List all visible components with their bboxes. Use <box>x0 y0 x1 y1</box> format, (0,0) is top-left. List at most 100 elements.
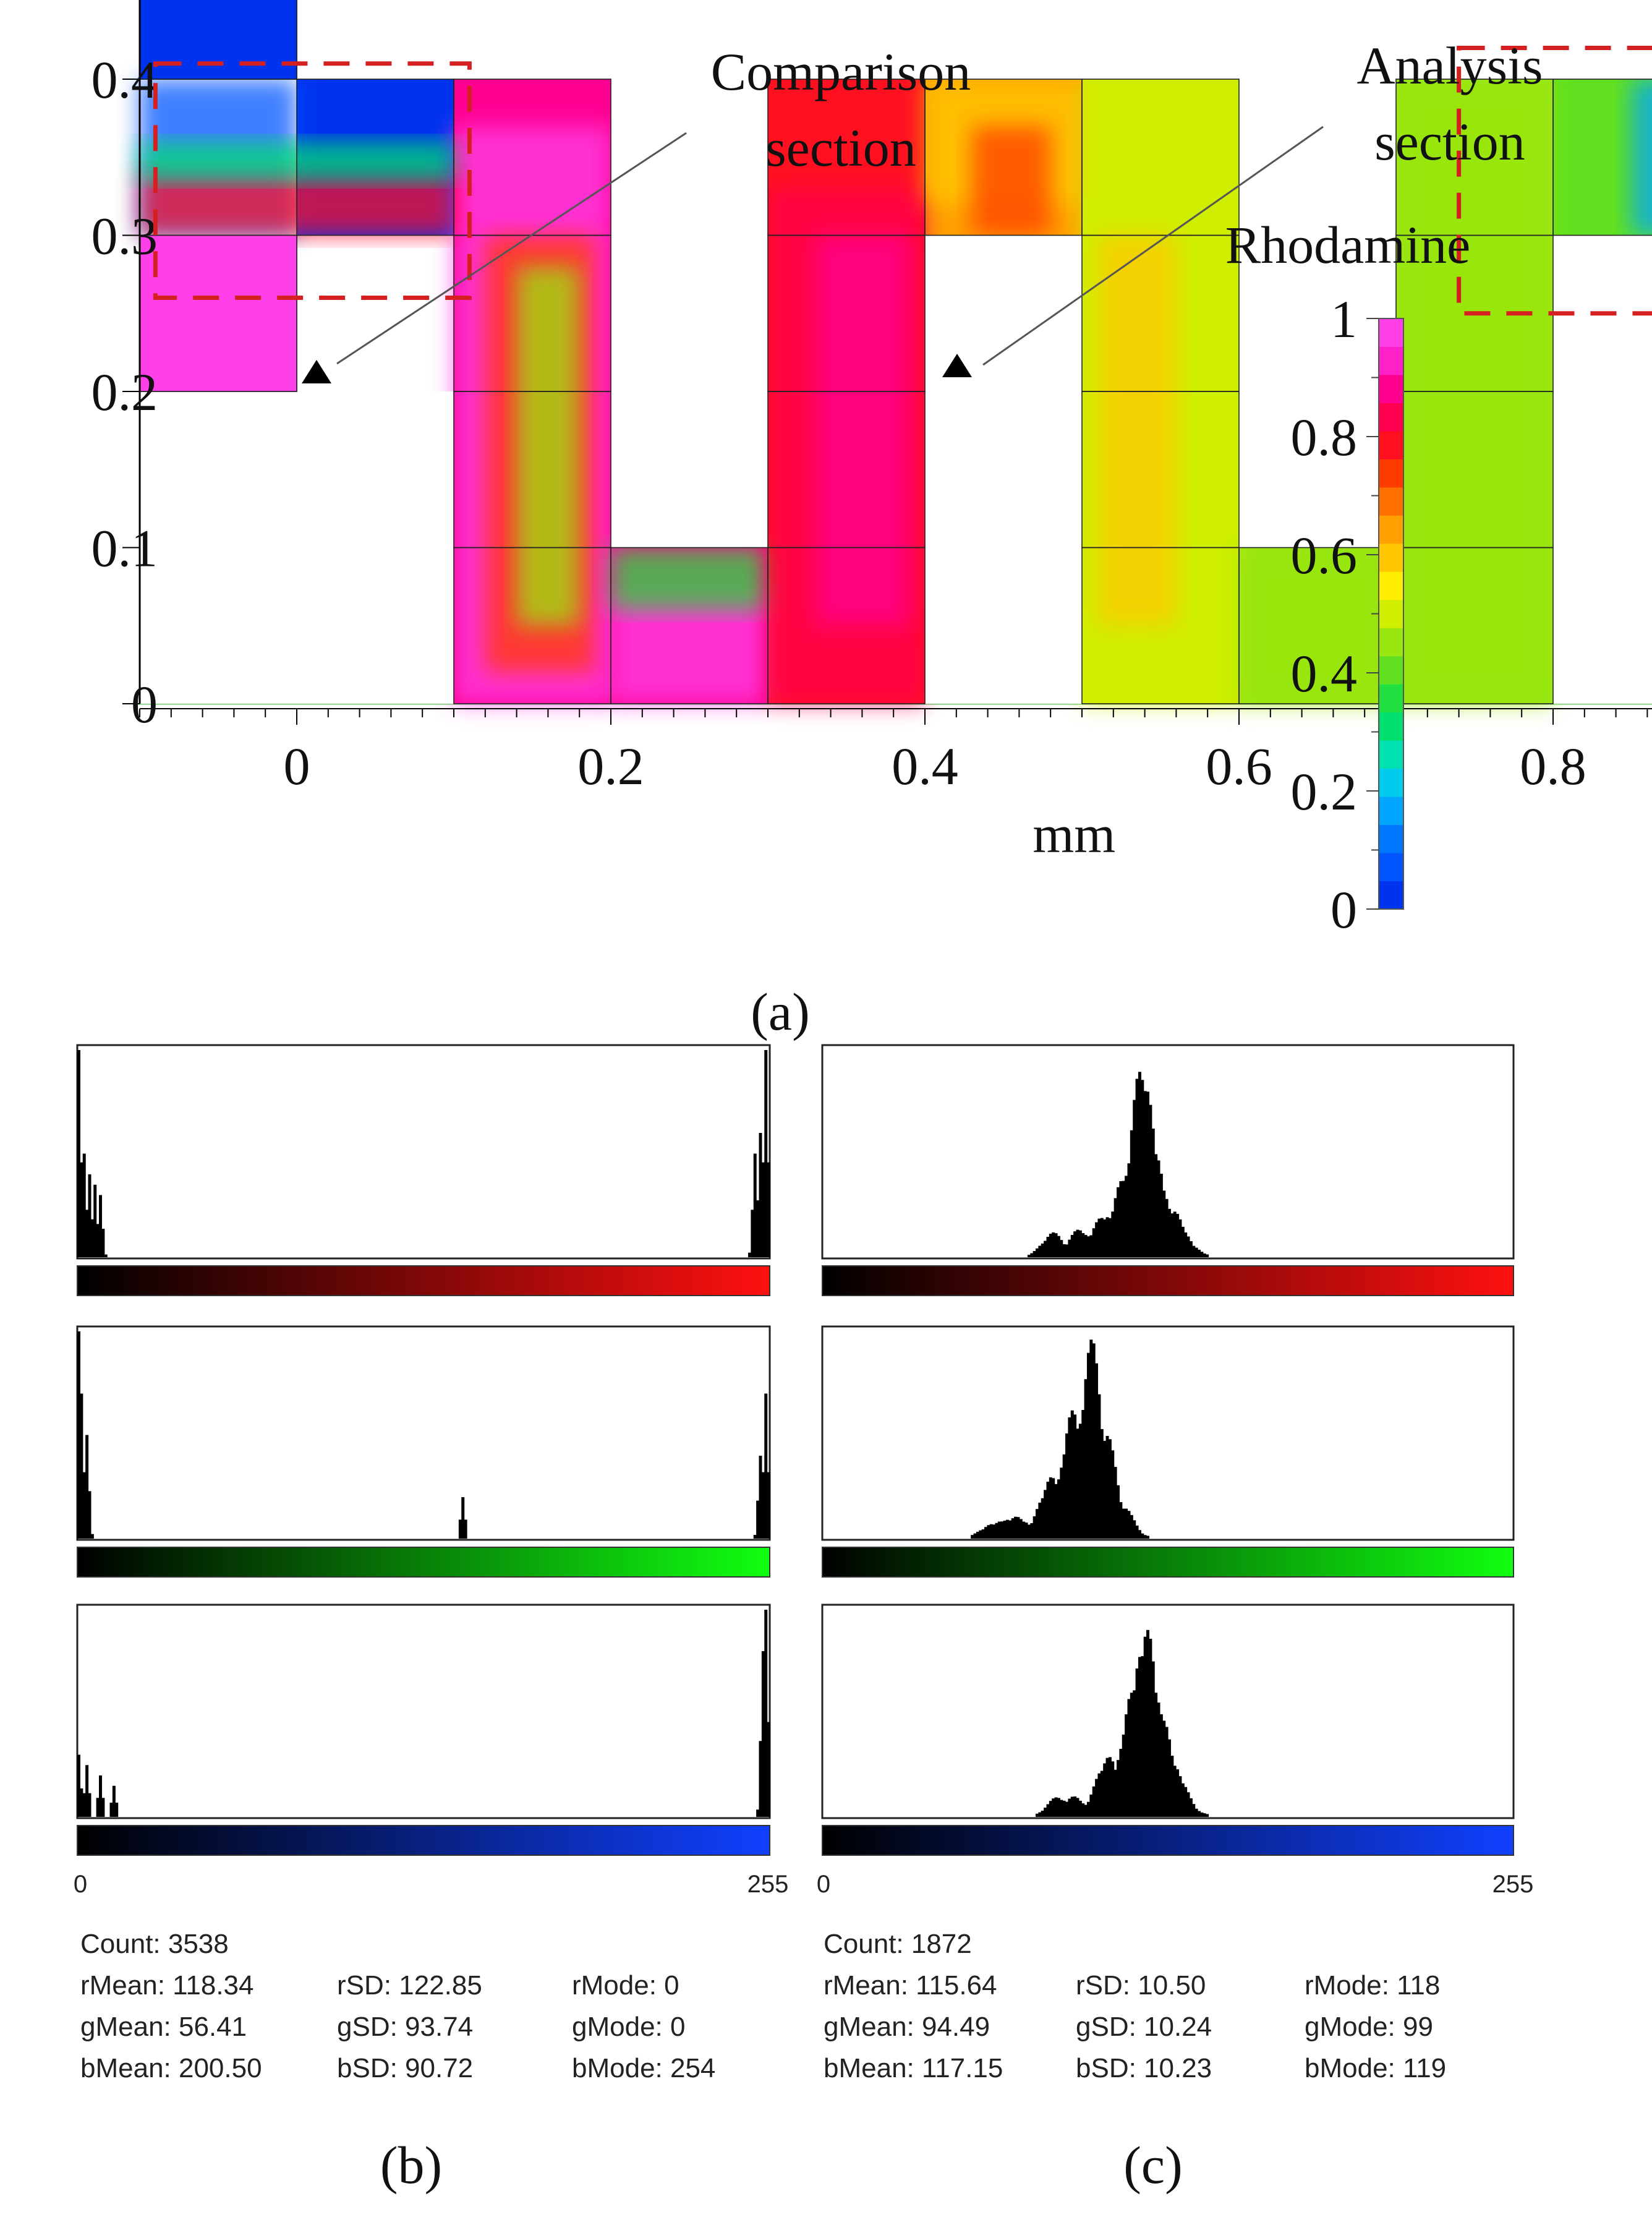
histogram-bar <box>976 1531 979 1539</box>
histogram-bar <box>1078 1230 1082 1257</box>
histogram-bar <box>1068 1239 1071 1257</box>
wall-gap <box>140 391 297 704</box>
y-tick-label: 0.4 <box>92 50 158 109</box>
histogram-frame <box>821 1325 1515 1541</box>
histogram-bar <box>1192 1245 1196 1257</box>
histogram-bar <box>764 1050 768 1257</box>
colorbar-step <box>1379 515 1403 544</box>
stats-c-r-sd: rSD: 10.50 <box>1076 1970 1206 2001</box>
colorbar-steps <box>1378 318 1404 910</box>
histogram-axis-labels: 0 255 0 255 <box>74 1871 1534 1898</box>
histogram-bar <box>767 1472 770 1539</box>
histogram-bar <box>1070 1796 1074 1817</box>
colorbar-step <box>1379 459 1403 488</box>
histogram-frame <box>76 1044 771 1260</box>
panel-label-a: (a) <box>751 982 809 1041</box>
histogram-bar <box>1049 1233 1052 1257</box>
histogram-bar <box>1068 1798 1071 1817</box>
histogram-bar <box>1019 1519 1023 1539</box>
histogram-bar <box>992 1524 996 1539</box>
colorbar-step <box>1379 487 1403 516</box>
wall-gap <box>297 391 454 704</box>
channel-gradient-bar <box>822 1825 1514 1856</box>
histogram-bar <box>1073 1796 1077 1817</box>
histogram-bar <box>1036 1509 1039 1539</box>
hist-b-x-max: 255 <box>747 1871 789 1898</box>
histogram-b <box>821 1604 1515 1856</box>
histogram-bar <box>1030 1253 1034 1257</box>
stats-c-r-mean: rMean: 115.64 <box>824 1970 997 2001</box>
histogram-bar <box>1119 1749 1123 1817</box>
colorbar-step <box>1379 346 1403 375</box>
histogram-bar <box>1176 1769 1180 1817</box>
colorbar-step <box>1379 881 1403 910</box>
histogram-bar <box>1135 1668 1139 1817</box>
histogram-bar <box>1127 1699 1131 1817</box>
histogram-bar <box>101 1228 105 1257</box>
channel-gradient-bar <box>822 1547 1514 1578</box>
histogram-bar <box>1036 1813 1039 1817</box>
histogram-bar <box>1170 1756 1174 1817</box>
histogram-bar <box>767 1162 770 1257</box>
histogram-bar <box>1119 1502 1123 1539</box>
histogram-bar <box>1062 1800 1066 1817</box>
hist-c-x-min: 0 <box>817 1871 830 1898</box>
histogram-bar <box>1089 1235 1093 1257</box>
selection-boxes <box>153 46 1652 316</box>
stats-b-b-mode: bMode: 254 <box>572 2053 715 2083</box>
annotation-left-leader <box>336 132 687 365</box>
histogram-bar <box>1046 1481 1050 1539</box>
histogram-bar <box>1117 1485 1120 1539</box>
histogram-bar <box>1122 1508 1125 1539</box>
histogram-bar <box>756 1500 760 1539</box>
histogram-bar <box>1011 1518 1015 1539</box>
histogram-bar <box>1173 1766 1177 1817</box>
histogram-bar <box>85 1765 89 1817</box>
histogram-bar <box>1062 1244 1066 1257</box>
wall-gap <box>1239 79 1396 548</box>
colorbar-step <box>1379 430 1403 459</box>
wall-gap <box>297 0 1652 79</box>
colorbar-step <box>1379 571 1403 600</box>
histogram-r <box>821 1044 1515 1296</box>
histogram-bar <box>1081 1803 1085 1817</box>
colorbar-step <box>1379 684 1403 713</box>
histogram-bar <box>1165 1727 1169 1817</box>
colorbar-step <box>1379 543 1403 572</box>
histogram-bar <box>82 1472 86 1539</box>
histogram-bar <box>1194 1247 1198 1257</box>
stats-c-g-sd: gSD: 10.24 <box>1076 2012 1212 2042</box>
histogram-bar <box>1084 1234 1088 1257</box>
histogram-bar <box>997 1521 1001 1539</box>
colorbar-step <box>1379 797 1403 826</box>
colorbar-ticks: 1 0.8 0.6 0.4 0.2 0 <box>1291 289 1379 939</box>
histogram-g <box>821 1325 1515 1578</box>
x-tick-label: 0 <box>284 737 310 796</box>
stats-c-g-mode: gMode: 99 <box>1305 2012 1433 2042</box>
colorbar-step <box>1379 712 1403 741</box>
annotation-right-leader <box>982 126 1324 366</box>
histogram-bar <box>1078 1800 1082 1817</box>
histogram-bar <box>1186 1236 1190 1257</box>
histogram-bar <box>1016 1517 1020 1539</box>
wall-gap <box>1553 235 1652 704</box>
histogram-b <box>76 1604 771 1856</box>
histogram-bar <box>1049 1801 1052 1817</box>
histogram-bar <box>984 1527 987 1539</box>
colorbar-step <box>1379 318 1403 347</box>
histogram-bar <box>1125 1176 1128 1257</box>
histogram-bar <box>761 1651 765 1817</box>
histogram-bar <box>1062 1454 1066 1539</box>
histogram-bar <box>759 1133 762 1257</box>
histogram-bar <box>109 1802 113 1817</box>
histogram-bar <box>1162 1190 1166 1257</box>
histogram-bar <box>1113 1198 1117 1257</box>
histogram-bar <box>1038 1245 1042 1257</box>
histogram-bar <box>80 1788 83 1817</box>
histogram-bar <box>1105 1758 1109 1817</box>
histogram-bar <box>1003 1521 1007 1539</box>
comparison-annotation: Comparison section <box>302 42 971 383</box>
histogram-bar <box>88 1174 92 1257</box>
wall-gap <box>925 235 1082 704</box>
